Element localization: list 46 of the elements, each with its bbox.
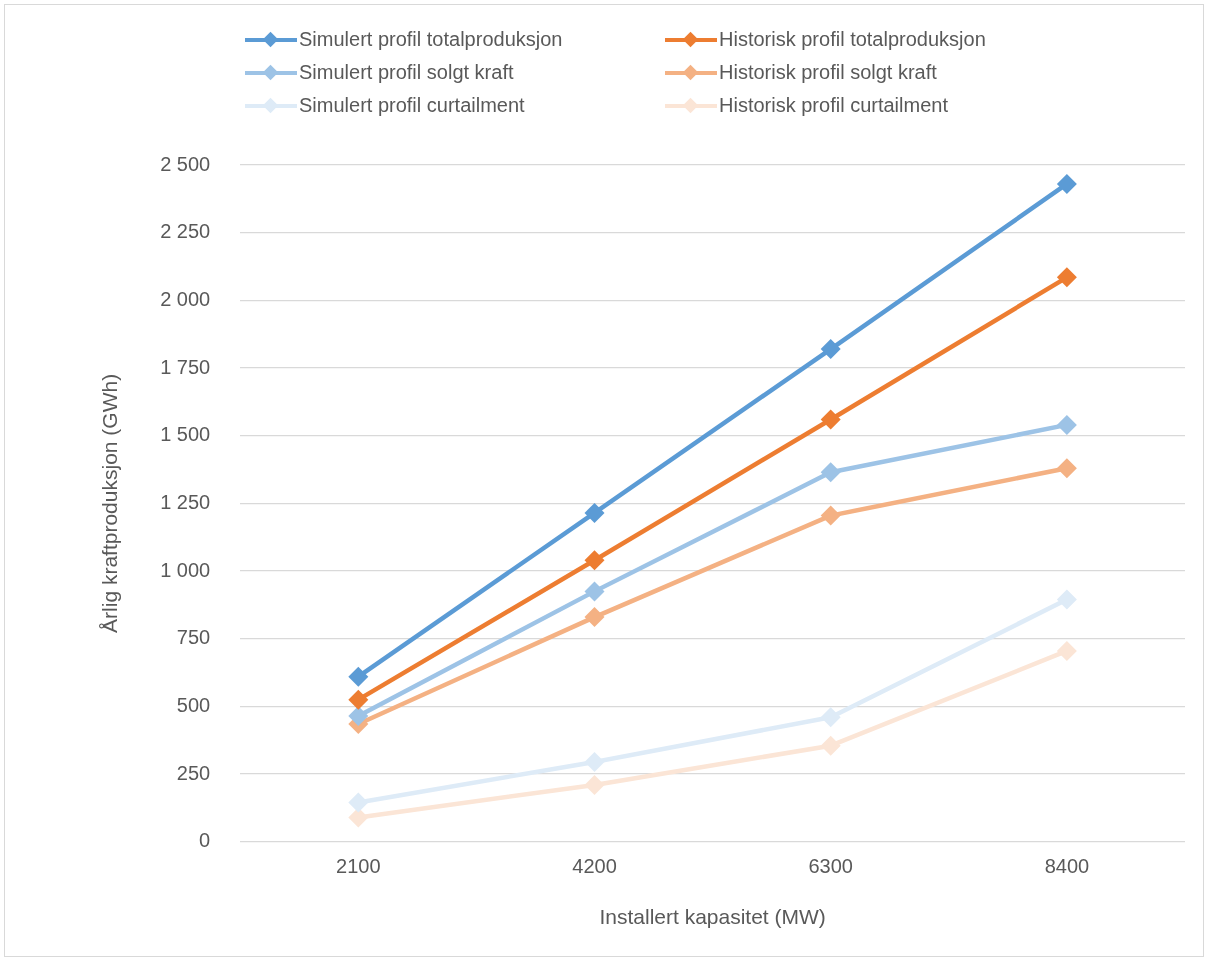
point	[348, 666, 369, 687]
point	[584, 581, 605, 602]
y-tick-label: 1 250	[160, 490, 211, 513]
legend-label: Historisk profil totalproduksjon	[719, 28, 986, 51]
x-tick-label: 4200	[572, 855, 617, 878]
point	[348, 792, 369, 813]
y-tick-label: 500	[176, 693, 211, 716]
point	[584, 550, 605, 571]
point	[820, 339, 841, 360]
y-tick-label: 250	[176, 761, 211, 784]
legend-label: Historisk profil solgt kraft	[719, 61, 937, 84]
point	[1056, 173, 1077, 194]
y-tick-label: 1 000	[160, 558, 211, 581]
point	[584, 751, 605, 772]
point	[1056, 589, 1077, 610]
y-tick-label: 2 250	[160, 220, 211, 243]
legend-label: Historisk profil curtailment	[719, 94, 948, 117]
legend-label: Simulert profil totalproduksjon	[299, 28, 563, 51]
y-tick-label: 1 750	[160, 355, 211, 378]
point	[1056, 640, 1077, 661]
point	[820, 707, 841, 728]
y-tick-label: 1 500	[160, 423, 211, 446]
point	[820, 409, 841, 430]
legend-label: Simulert profil curtailment	[299, 94, 525, 117]
x-tick-label: 2100	[336, 855, 381, 878]
x-tick-label: 6300	[808, 855, 853, 878]
y-axis-title: Årlig kraftproduksjon (GWh)	[98, 373, 122, 633]
point	[1056, 414, 1077, 435]
point	[348, 705, 369, 726]
point	[1056, 458, 1077, 479]
x-tick-label: 8400	[1044, 855, 1090, 878]
x-axis-title: Installert kapasitet (MW)	[599, 905, 826, 929]
y-tick-label: 2 500	[160, 152, 211, 175]
y-tick-label: 750	[176, 626, 211, 649]
point	[820, 735, 841, 756]
point	[820, 462, 841, 483]
y-tick-label: 0	[199, 829, 211, 852]
point	[584, 607, 605, 628]
point	[348, 689, 369, 710]
y-tick-label: 2 000	[160, 287, 211, 310]
point	[1056, 267, 1077, 288]
point	[584, 502, 605, 523]
point	[348, 807, 369, 828]
point	[820, 505, 841, 526]
point	[584, 774, 605, 795]
legend-label: Simulert profil solgt kraft	[299, 61, 514, 84]
